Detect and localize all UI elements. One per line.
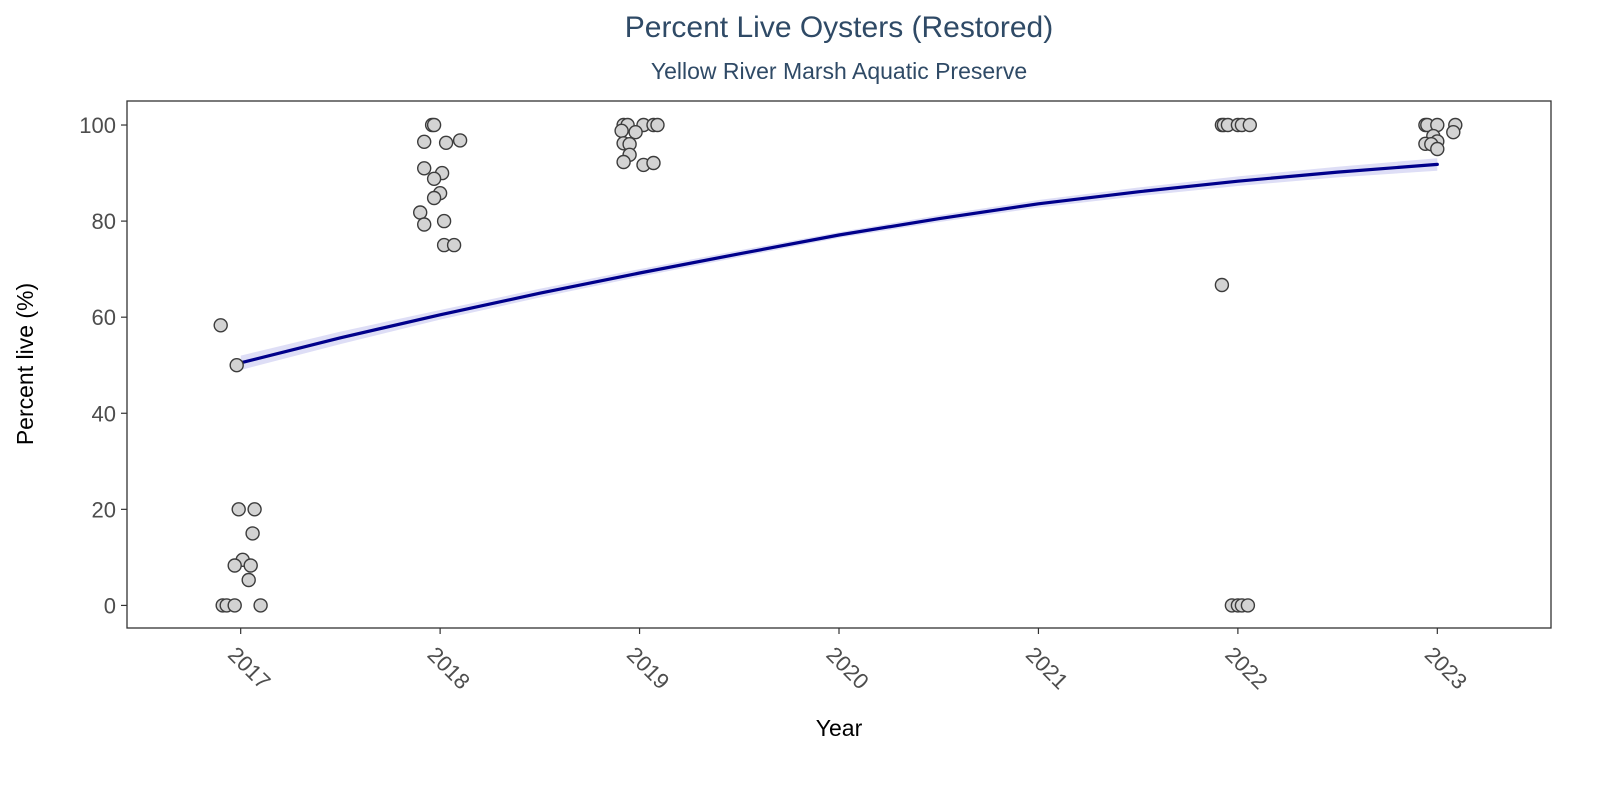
y-tick-label: 80 (92, 209, 116, 234)
trend-line (239, 162, 1439, 365)
data-point (413, 205, 428, 220)
data-point (616, 154, 631, 170)
data-point (426, 117, 442, 133)
data-point (628, 124, 643, 140)
y-tick-label: 60 (92, 305, 116, 330)
data-point (247, 502, 262, 517)
x-tick-label: 2023 (1420, 642, 1472, 694)
data-point (227, 558, 242, 573)
axes: 0 20 40 60 80 100 2017 2018 2019 2020 2021 2022 2023 (79, 113, 1472, 694)
data-point (231, 502, 246, 517)
data-point (436, 213, 452, 229)
data-point (243, 558, 258, 573)
data-point (426, 171, 442, 187)
y-tick-label: 40 (92, 401, 116, 426)
plot-frame (126, 100, 1552, 629)
data-point (417, 161, 432, 176)
data-point (227, 598, 242, 613)
data-point (1242, 117, 1258, 133)
data-point (1446, 124, 1461, 140)
data-point (253, 598, 268, 613)
y-axis-label: Percent live (%) (12, 283, 38, 445)
data-point (229, 358, 244, 373)
data-point (646, 155, 661, 171)
x-tick-label: 2020 (821, 642, 873, 694)
data-point (438, 135, 454, 151)
chart-subtitle: Yellow River Marsh Aquatic Preserve (651, 58, 1027, 84)
data-point (1214, 277, 1230, 293)
data-point (1240, 598, 1256, 613)
x-tick-label: 2022 (1220, 642, 1272, 694)
data-point (426, 190, 442, 206)
data-point (614, 123, 629, 139)
data-point (452, 133, 468, 148)
data-point (650, 117, 665, 133)
data-point (213, 318, 228, 333)
chart-title: Percent Live Oysters (Restored) (625, 11, 1053, 44)
plot-area (213, 117, 1463, 613)
data-point (446, 237, 462, 253)
data-point (245, 526, 260, 541)
data-point (241, 572, 256, 588)
x-tick-label: 2021 (1021, 642, 1073, 694)
data-point (417, 134, 432, 150)
y-tick-label: 100 (79, 113, 116, 138)
y-tick-label: 20 (92, 497, 116, 522)
x-tick-label: 2019 (622, 642, 674, 694)
data-point (1430, 141, 1445, 157)
x-axis-label: Year (816, 715, 863, 741)
data-point (417, 217, 432, 232)
x-tick-label: 2018 (423, 642, 475, 694)
y-tick-label: 0 (104, 593, 116, 618)
trend-confidence-band (240, 158, 1438, 370)
x-tick-label: 2017 (223, 642, 275, 694)
